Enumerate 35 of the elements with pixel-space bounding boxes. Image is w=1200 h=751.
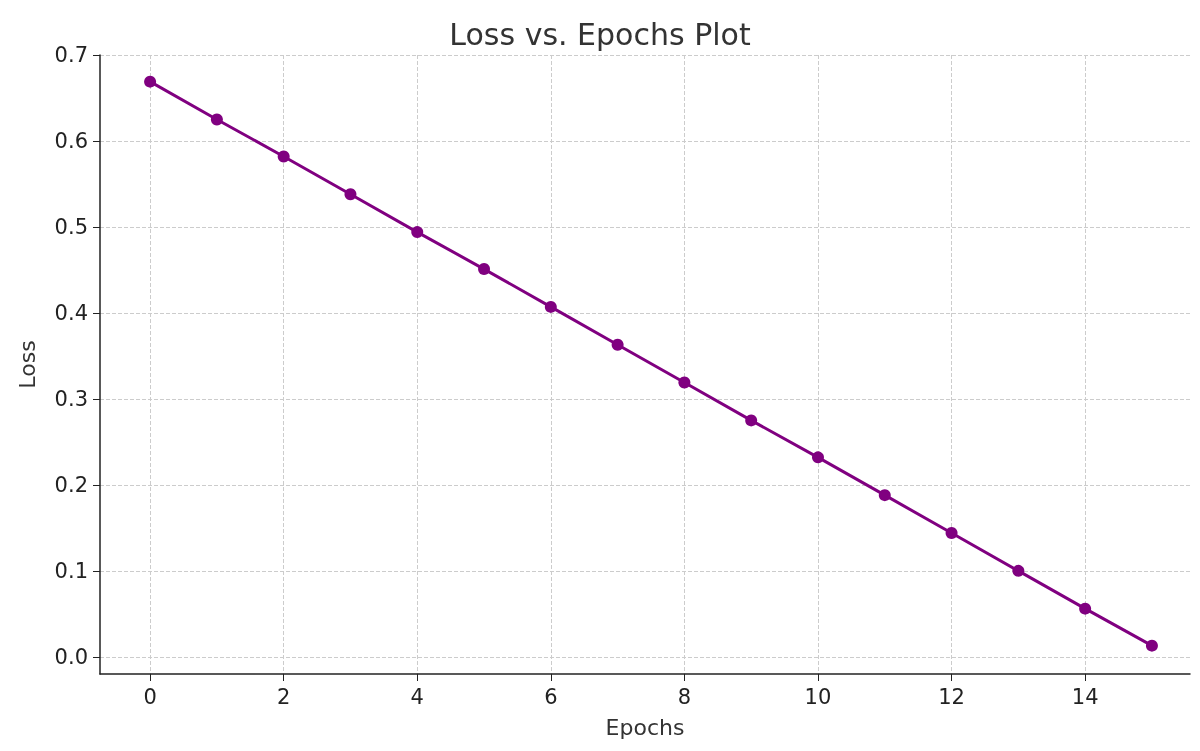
point (1145, 639, 1158, 652)
x-axis-title: Epochs (605, 714, 685, 740)
x-tick-label: 6 (544, 684, 558, 709)
point (945, 527, 958, 539)
y-tick-label: 0.4 (54, 300, 88, 325)
point (344, 188, 357, 201)
y-axis-title: Loss (14, 340, 40, 389)
point (1079, 602, 1092, 615)
point (1012, 564, 1025, 577)
x-tick-label: 12 (938, 684, 965, 709)
y-tick-label: 0.7 (54, 43, 88, 67)
point (678, 376, 691, 389)
chart-title: Loss vs. Epochs Plot (449, 16, 751, 52)
y-tick-label: 0.0 (54, 644, 88, 669)
x-tick-label: 2 (276, 684, 291, 709)
point (812, 451, 824, 464)
x-tick-label: 0 (143, 684, 157, 709)
y-tick-label: 0.6 (54, 128, 88, 153)
point (878, 489, 891, 502)
y-tick-label: 0.2 (54, 472, 88, 497)
point (144, 75, 157, 88)
point (544, 300, 557, 313)
point (210, 113, 223, 126)
x-tick-label: 10 (804, 684, 832, 709)
y-tick-label: 0.5 (54, 214, 88, 239)
point (277, 150, 290, 163)
point (411, 226, 424, 239)
x-tick-label: 4 (410, 684, 424, 709)
point (745, 414, 758, 427)
y-tick-label: 0.1 (54, 558, 88, 583)
point (611, 338, 624, 351)
x-tick-label: 8 (677, 684, 692, 709)
y-tick-label: 0.3 (54, 386, 88, 411)
x-tick-label: 14 (1071, 684, 1099, 709)
point (478, 263, 491, 276)
